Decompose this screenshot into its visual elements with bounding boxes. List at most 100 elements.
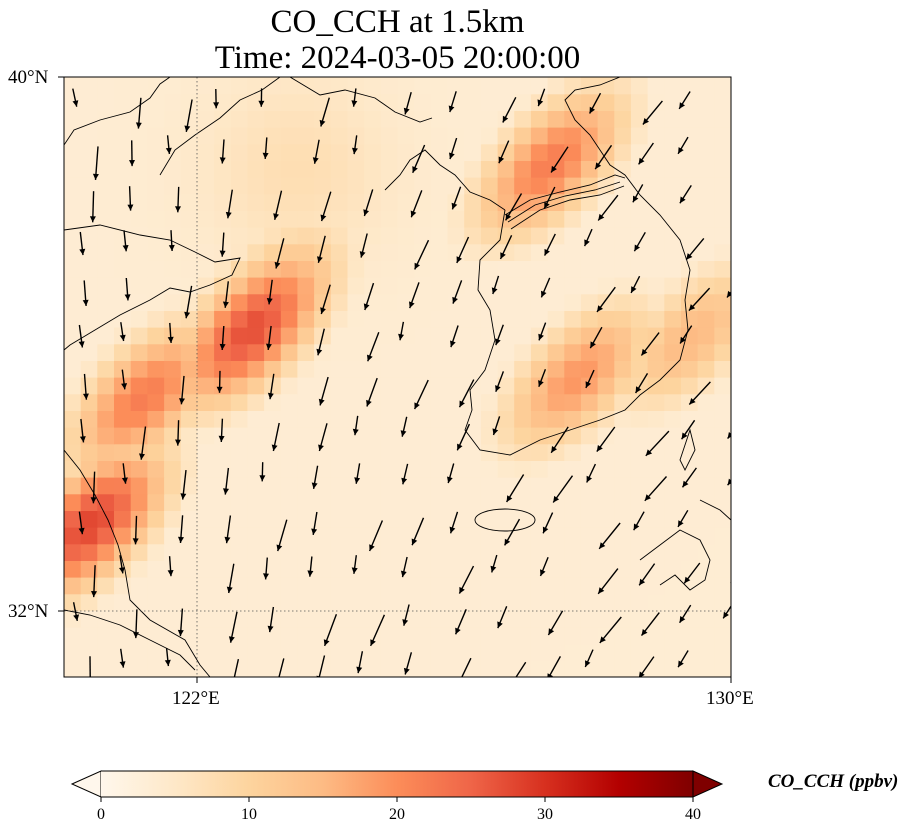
field-cell	[414, 577, 432, 595]
field-cell	[297, 593, 315, 611]
field-cell	[347, 327, 365, 345]
field-cell	[514, 510, 532, 528]
field-cell	[464, 643, 482, 661]
field-cell	[564, 493, 582, 511]
field-cell	[214, 493, 232, 511]
field-cell	[164, 277, 182, 295]
field-cell	[364, 327, 382, 345]
field-cell	[697, 160, 715, 178]
field-cell	[497, 193, 515, 211]
field-cell	[714, 327, 731, 345]
field-cell	[247, 93, 265, 111]
field-cell	[330, 610, 349, 628]
field-cell	[580, 377, 599, 395]
field-cell	[197, 593, 215, 611]
field-cell	[247, 610, 265, 628]
wind-arrow	[679, 185, 692, 204]
field-cell	[514, 577, 532, 595]
field-cell	[630, 343, 649, 361]
field-cell	[430, 560, 449, 578]
field-cell	[580, 177, 599, 195]
field-cell	[647, 310, 665, 328]
field-cell	[480, 643, 499, 661]
field-cell	[530, 393, 549, 411]
field-cell	[147, 627, 165, 645]
field-cell	[97, 627, 115, 645]
field-cell	[164, 393, 182, 411]
field-cell	[247, 143, 265, 161]
field-cell	[480, 160, 499, 178]
field-cell	[197, 177, 215, 195]
field-cell	[447, 660, 465, 677]
field-cell	[97, 310, 115, 328]
field-cell	[130, 143, 148, 161]
wind-arrow	[539, 556, 549, 577]
field-cell	[147, 360, 165, 378]
field-cell	[547, 360, 565, 378]
field-cell	[247, 510, 265, 528]
field-cell	[647, 143, 665, 161]
field-cell	[497, 377, 515, 395]
field-cell	[664, 227, 682, 245]
field-cell	[297, 77, 315, 95]
field-cell	[147, 493, 165, 511]
field-cell	[480, 193, 499, 211]
field-cell	[164, 477, 182, 495]
field-cell	[664, 277, 682, 295]
field-cell	[147, 443, 165, 461]
field-cell	[197, 393, 215, 411]
field-cell	[664, 643, 682, 661]
field-cell	[547, 310, 565, 328]
field-cell	[297, 360, 315, 378]
wind-arrow	[219, 139, 226, 164]
wind-arrow	[133, 609, 139, 639]
field-cell	[697, 510, 715, 528]
field-cell	[630, 560, 649, 578]
figure-title: CO_CCH at 1.5km	[270, 4, 525, 40]
field-cell	[330, 593, 349, 611]
field-cell	[564, 460, 582, 478]
field-cell	[664, 593, 682, 611]
field-cell	[264, 93, 282, 111]
field-cell	[464, 593, 482, 611]
field-cell	[681, 310, 699, 328]
field-cell	[380, 110, 399, 128]
wind-arrow	[638, 142, 654, 165]
field-cell	[464, 277, 482, 295]
field-cell	[380, 377, 399, 395]
field-cell	[430, 410, 449, 428]
field-cell	[697, 443, 715, 461]
field-cell	[164, 77, 182, 95]
wind-arrow	[320, 284, 331, 315]
field-cell	[514, 177, 532, 195]
field-cell	[447, 360, 465, 378]
field-cell	[314, 510, 332, 528]
field-cell	[230, 493, 249, 511]
field-cell	[630, 243, 649, 261]
field-cell	[247, 227, 265, 245]
field-cell	[614, 660, 632, 677]
field-cell	[430, 593, 449, 611]
field-cell	[564, 543, 582, 561]
field-cell	[164, 310, 182, 328]
wind-arrow	[599, 616, 622, 644]
field-cell	[330, 393, 349, 411]
field-cell	[597, 127, 615, 145]
wind-arrow	[596, 286, 616, 313]
field-cell	[380, 210, 399, 228]
field-cell	[614, 610, 632, 628]
field-cell	[597, 243, 615, 261]
field-cell	[180, 260, 198, 278]
field-cell	[97, 360, 115, 378]
field-cell	[464, 160, 482, 178]
field-cell	[297, 610, 315, 628]
field-cell	[180, 493, 198, 511]
field-cell	[414, 660, 432, 677]
field-cell	[164, 293, 182, 311]
field-cell	[330, 527, 349, 545]
field-cell	[480, 627, 499, 645]
field-cell	[564, 510, 582, 528]
field-cell	[214, 477, 232, 495]
field-cell	[214, 193, 232, 211]
field-cell	[97, 460, 115, 478]
